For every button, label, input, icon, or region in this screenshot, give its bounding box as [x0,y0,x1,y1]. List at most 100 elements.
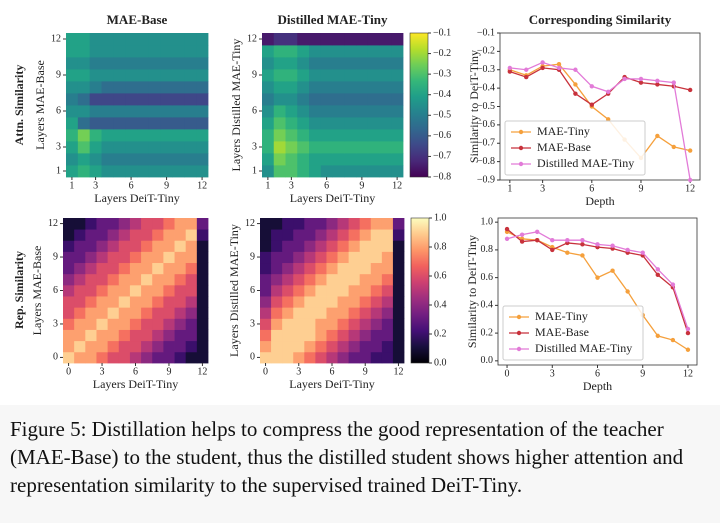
heatmap-cell [77,117,91,130]
heatmap-cell [262,33,275,46]
heatmap-cell [74,284,86,297]
heatmap-cell [285,105,298,118]
heatmap-cell [163,218,175,230]
x-tick-label: 12 [683,368,693,379]
heatmap-cell [282,229,294,241]
heatmap-cell [392,284,405,297]
heatmap-cell [184,57,197,70]
heatmap-cell [160,81,173,94]
heatmap-cell [160,69,173,82]
heatmap-cell [293,284,305,297]
legend-box [502,305,644,361]
heatmap-cell [271,351,283,364]
heatmap-cell [129,307,142,319]
heatmap-cell [370,240,383,252]
heatmap-cell [348,307,361,319]
series-marker [565,250,570,255]
heatmap-cell [356,57,369,70]
heatmap-cell [332,105,345,118]
series-line [509,67,691,106]
heatmap-cell [297,105,310,118]
heatmap-cell [174,307,187,319]
heatmap-cell [356,69,369,82]
heatmap-cell [309,57,322,70]
heatmap-cell [141,296,153,308]
heatmap-cell [101,69,114,82]
heatmap-cell [196,153,209,166]
heatmap-cell [184,69,197,82]
heatmap-cell [118,262,131,275]
series-marker [610,268,615,273]
heatmap-cell [262,81,275,94]
heatmap-cell [137,69,150,82]
heatmap-cell [391,81,404,94]
heatmap-cell [285,117,298,130]
heatmap-cell [348,251,361,264]
heatmap-cell [152,240,164,252]
y-tick-label: 12 [51,33,61,44]
heatmap-cell [148,57,162,70]
heatmap-cell [89,165,102,178]
heatmap-cell [163,284,175,297]
heatmap-cell [107,240,120,252]
heatmap-cell [359,284,372,297]
heatmap-cell [196,229,209,241]
heatmap-cell [379,69,392,82]
heatmap-cell [326,262,338,275]
heatmap-cell [379,93,392,106]
heatmap-cell [260,273,272,286]
heatmap-cell [196,284,209,297]
heatmap-cell [152,284,164,297]
heatmap-cell [101,129,114,142]
heatmap-cell [89,93,102,106]
heatmap-cell [320,105,333,118]
heatmap-cell [125,81,138,94]
heatmap-cell [125,153,138,166]
x-tick-label: 3 [550,368,555,379]
heatmap-cell [141,307,153,319]
heatmap-cell [184,129,197,142]
heatmap-cell [285,57,298,70]
heatmap-cell [320,33,333,46]
heatmap-cell [381,229,394,241]
heatmap-cell [141,218,153,230]
heatmap-cell [107,340,120,353]
heatmap-cell [356,105,369,118]
heatmap-cell [320,69,333,82]
heatmap-cell [282,296,294,308]
heatmap-cell [96,229,109,241]
heatmap-cell [196,141,209,154]
y-tick-label: 9 [56,69,61,80]
heatmap-cell [379,33,392,46]
heatmap-cell [381,218,394,230]
heatmap-cell [367,153,380,166]
heatmap-cell [344,33,357,46]
heatmap-cell [344,93,357,106]
heatmap-cell [260,307,272,319]
heatmap-cell [309,141,322,154]
heatmap-cell [101,33,114,46]
heatmap-cell [129,329,142,342]
heatmap-cell [273,141,286,154]
heatmap-cell [293,318,305,330]
heatmap-cell [107,251,120,264]
heatmap-cell [344,81,357,94]
heatmap-cell [392,329,405,342]
series-marker [589,102,595,107]
heatmap-cell [66,45,79,58]
heatmap-cell [141,251,153,264]
heatmap-cell [367,57,380,70]
heatmap-cell [392,262,405,275]
heatmap-cell [137,129,150,142]
heatmap-cell [118,273,131,286]
heatmap-cell [85,218,97,230]
heatmap-cell [344,69,357,82]
x-tick-label: 6 [133,366,138,377]
colorbar-tick-label: −0.5 [433,110,451,121]
heatmap-cell [163,329,175,342]
heatmap-cell [348,329,361,342]
heatmap-cell [326,284,338,297]
heatmap-cell [381,296,394,308]
heatmap-cell [96,296,109,308]
heatmap-cell [381,262,394,275]
